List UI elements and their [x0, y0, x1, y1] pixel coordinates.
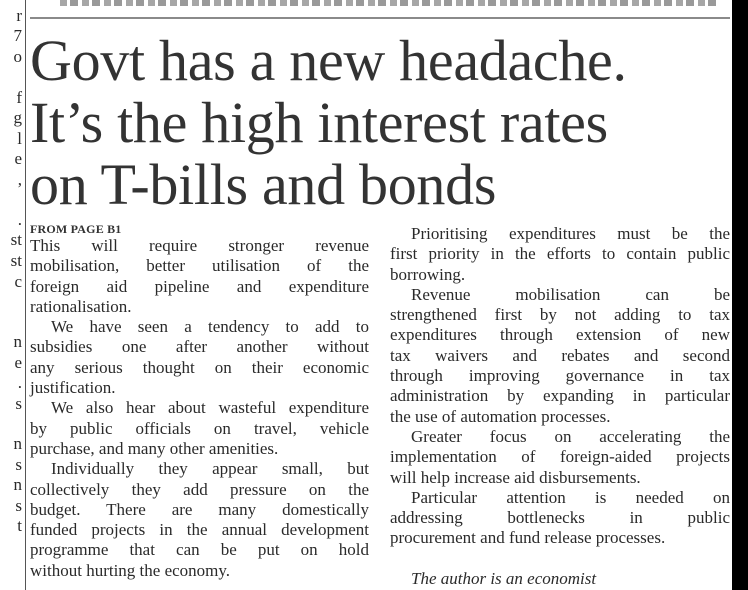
text-line: We have seen a tendency to add to: [51, 317, 369, 337]
text-line: purchase, and many other amenities.: [30, 438, 279, 458]
text-line: addressing bottlenecks in public: [390, 508, 730, 528]
margin-fragment: n: [13, 434, 23, 453]
margin-fragment: st: [10, 251, 22, 270]
paragraph: We also hear about wasteful expenditure b…: [30, 398, 369, 459]
text-line: foreign aid pipeline and expenditure: [30, 276, 369, 296]
margin-fragment: st: [10, 230, 22, 249]
right-column: Prioritising expenditures must be the fir…: [390, 224, 730, 589]
text-line: justification.: [30, 378, 116, 398]
text-line: Particular attention is needed on: [411, 487, 730, 507]
margin-fragment: n: [13, 475, 23, 494]
text-line: first priority in the efforts to contain…: [390, 244, 730, 264]
text-line: Prioritising expenditures must be the: [411, 224, 730, 243]
text-line: Greater focus on accelerating the: [411, 426, 730, 446]
headline: Govt has a new headache. It’s the high i…: [30, 30, 730, 216]
text-line: by public officials on travel, vehicle: [30, 418, 369, 438]
paragraph: Greater focus on accelerating the impleme…: [390, 427, 730, 488]
margin-fragment: 7: [13, 26, 23, 45]
margin-fragment: t: [17, 516, 22, 535]
margin-fragment: s: [15, 394, 22, 413]
text-line: Individually they appear small, but: [51, 459, 369, 479]
scan-edge-bar: [732, 0, 748, 590]
paragraph: We have seen a tendency to add to subsidi…: [30, 317, 369, 398]
text-line: This will require stronger revenue: [30, 236, 369, 255]
text-line: We also hear about wasteful expenditure: [51, 398, 369, 418]
author-byline: The author is an economist: [411, 568, 597, 588]
text-line: borrowing.: [390, 264, 466, 284]
text-line: the use of automation processes.: [390, 406, 611, 426]
margin-fragment: l: [17, 129, 22, 148]
text-line: through improving governance in tax: [390, 366, 730, 386]
text-line: administration by expanding in particula…: [390, 386, 730, 406]
margin-fragment: ,: [17, 170, 22, 189]
text-line: tax waivers and rebates and second: [390, 345, 730, 365]
text-line: implementation of foreign-aided projects: [390, 447, 730, 467]
text-line: strengthened first by not adding to tax: [390, 305, 730, 325]
margin-fragment: f: [16, 88, 22, 107]
text-line: mobilisation, better utilisation of the: [30, 256, 369, 276]
paragraph: Revenue mobilisation can be strengthened …: [390, 285, 730, 427]
margin-fragment: e: [14, 353, 22, 372]
text-line: programme that can be put on hold: [30, 540, 369, 560]
paragraph: Individually they appear small, but colle…: [30, 459, 369, 581]
left-column: FROM PAGE B1 This will require stronger …: [30, 222, 369, 581]
cut-off-text-strip: [60, 0, 720, 6]
margin-fragment: c: [14, 272, 22, 291]
margin-fragment: .: [17, 373, 22, 392]
text-line: funded projects in the annual developmen…: [30, 520, 369, 540]
horizontal-rule: [30, 17, 730, 19]
margin-fragment: g: [13, 108, 23, 127]
headline-line: Govt has a new headache.: [30, 28, 627, 93]
kicker-from-page: FROM PAGE B1: [30, 222, 122, 236]
headline-line: It’s the high interest rates: [30, 90, 608, 155]
headline-line: on T-bills and bonds: [30, 152, 497, 217]
margin-fragment: r: [16, 6, 22, 25]
text-line: expenditures through extension of new: [390, 325, 730, 345]
paragraph: Prioritising expenditures must be the fir…: [390, 224, 730, 285]
text-line: subsidies one after another without: [30, 337, 369, 357]
margin-fragment: s: [15, 496, 22, 515]
text-line: rationalisation.: [30, 296, 132, 316]
margin-fragment: o: [13, 47, 23, 66]
paragraph: This will require stronger revenue mobili…: [30, 236, 369, 317]
margin-fragment: s: [15, 455, 22, 474]
margin-fragment: n: [13, 332, 23, 351]
text-line: Revenue mobilisation can be: [411, 284, 730, 304]
margin-fragment: .: [17, 210, 22, 229]
text-line: any serious thought on their economic: [30, 357, 369, 377]
margin-fragment: e: [14, 149, 22, 168]
text-line: will help increase aid disbursements.: [390, 467, 641, 487]
text-line: procurement and fund release processes.: [390, 528, 666, 548]
text-line: collectively they add pressure on the: [30, 479, 369, 499]
paragraph: Particular attention is needed on address…: [390, 488, 730, 549]
text-line: without hurting the economy.: [30, 560, 231, 580]
text-line: budget. There are many domestically: [30, 499, 369, 519]
column-divider: [25, 0, 26, 590]
